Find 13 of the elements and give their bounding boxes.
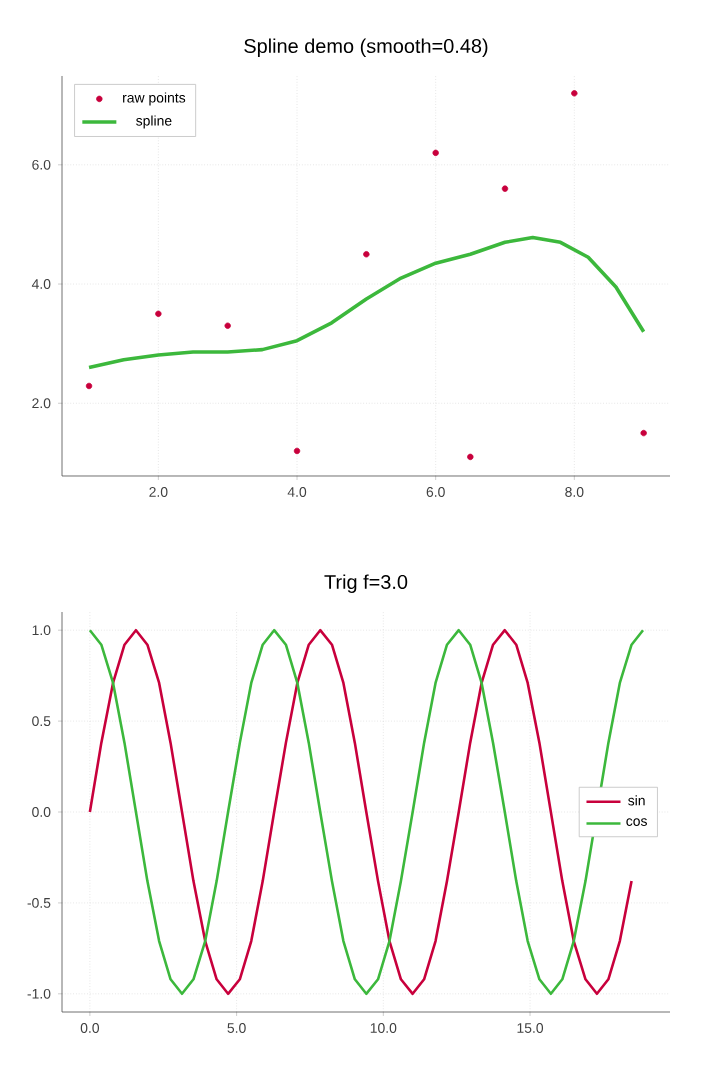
point xyxy=(571,90,578,97)
chart-title: Trig f=3.0 xyxy=(324,574,408,593)
point xyxy=(432,149,439,157)
point xyxy=(224,322,231,329)
point xyxy=(501,185,509,192)
line-series xyxy=(87,235,646,370)
point xyxy=(293,447,301,455)
point xyxy=(363,251,370,258)
point xyxy=(467,453,474,461)
point xyxy=(155,310,162,318)
point xyxy=(640,429,647,437)
point xyxy=(85,382,93,390)
chart-title: Spline demo (smooth=0.48) xyxy=(244,38,488,57)
